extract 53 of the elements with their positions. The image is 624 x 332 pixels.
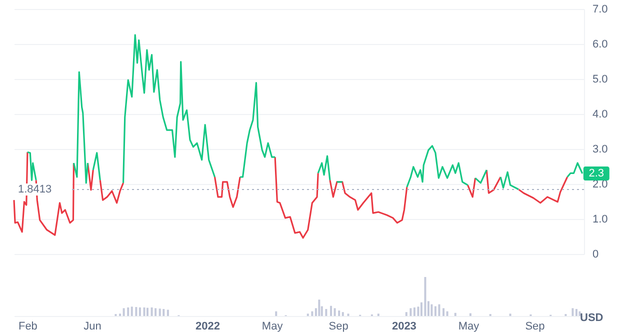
bar <box>146 308 148 316</box>
bar <box>424 277 426 316</box>
x-tick-label: Jun <box>84 320 102 332</box>
bar <box>318 300 320 316</box>
bar <box>430 304 433 316</box>
bar <box>572 308 574 316</box>
annotation: USD <box>580 312 604 324</box>
bar <box>405 312 408 316</box>
x-tick-label: Sep <box>525 320 545 332</box>
bar <box>413 307 416 316</box>
bar <box>578 311 581 316</box>
bar <box>442 308 445 316</box>
bar <box>417 306 420 316</box>
bar <box>438 304 440 316</box>
bar <box>122 308 125 316</box>
y-tick-label: 1.0 <box>592 214 608 226</box>
bar <box>150 307 153 316</box>
bar <box>162 308 165 316</box>
x-tick-label: May <box>262 320 284 332</box>
bar <box>158 308 161 316</box>
bar <box>135 307 138 316</box>
bar <box>154 308 157 316</box>
bar <box>338 310 340 316</box>
bar <box>143 307 146 316</box>
bar <box>127 307 130 316</box>
bar <box>410 308 412 316</box>
data-label: 2.3 <box>588 168 604 180</box>
bar <box>325 308 328 316</box>
bar <box>275 311 278 316</box>
bar <box>334 308 336 316</box>
ref-line-label: 1.8413 <box>18 184 52 196</box>
bar <box>342 312 344 316</box>
x-tick-label: Sep <box>328 320 348 332</box>
y-tick-label: 3.0 <box>592 144 608 156</box>
x-tick-label: 2022 <box>195 320 220 332</box>
bar <box>469 313 472 316</box>
bar <box>434 306 436 316</box>
y-tick-label: 0 <box>592 248 599 260</box>
bar <box>166 310 169 316</box>
y-tick-label: 4.0 <box>592 108 608 120</box>
bar <box>330 306 332 316</box>
bar <box>130 306 133 316</box>
bar <box>311 311 314 316</box>
x-tick-label: 2023 <box>392 320 416 332</box>
x-tick-label: Feb <box>18 320 38 332</box>
y-tick-label: 5.0 <box>592 74 608 86</box>
bar <box>138 307 141 316</box>
y-tick-label: 6.0 <box>592 38 608 50</box>
bar <box>575 308 578 316</box>
bar <box>454 312 456 316</box>
x-tick-label: May <box>458 320 480 332</box>
bar <box>446 311 448 316</box>
y-tick-label: 7.0 <box>592 4 608 16</box>
